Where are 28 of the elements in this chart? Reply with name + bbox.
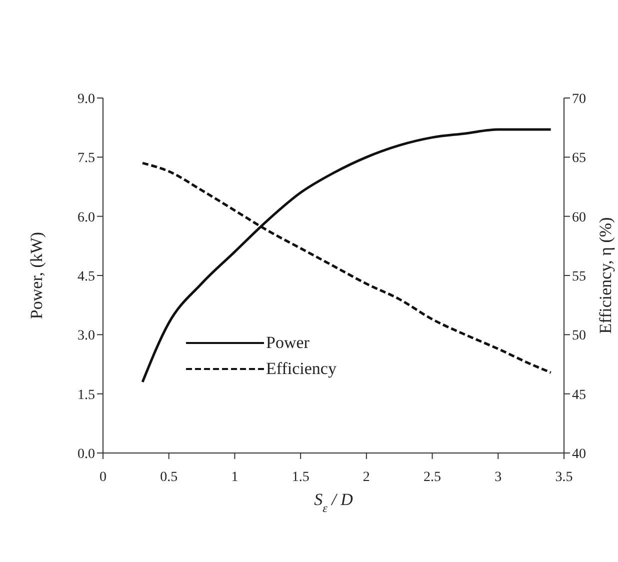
y2-tick-label: 70 [572, 92, 586, 107]
y2-tick-label: 45 [572, 388, 586, 403]
y-tick-label: 7.5 [78, 151, 95, 166]
y-tick-label: 9.0 [78, 92, 95, 107]
x-tick-label: 1 [231, 470, 238, 485]
y-tick-label: 0.0 [78, 446, 95, 462]
x-tick-label: 0 [100, 470, 106, 485]
y-tick-label: 3.0 [78, 328, 95, 344]
x-tick-label: 0.5 [160, 470, 178, 485]
y-tick-label: 4.5 [78, 269, 95, 284]
legend-label: Efficiency [266, 359, 336, 379]
legend-label: Power [266, 333, 310, 353]
y-tick-label: 1.5 [78, 388, 95, 403]
y-tick-label: 6.0 [78, 210, 95, 226]
y2-tick-label: 55 [572, 269, 586, 284]
x-tick-label: 3 [494, 470, 502, 485]
x-tick-label: 2.5 [424, 470, 442, 485]
y2-axis-title: Efficiency, η (%) [596, 217, 615, 334]
x-axis-title: S$_{ε}$ / D [314, 490, 354, 515]
y2-tick-label: 50 [572, 328, 586, 344]
y2-tick-label: 65 [572, 151, 586, 166]
x-tick-label: 1.5 [292, 470, 310, 485]
y-axis-title: Power, (kW) [27, 232, 46, 320]
x-tick-label: 3.5 [555, 470, 573, 485]
y2-tick-label: 60 [572, 210, 586, 226]
y2-tick-label: 40 [572, 446, 586, 462]
x-tick-label: 2 [362, 470, 370, 485]
line-series [141, 128, 552, 384]
